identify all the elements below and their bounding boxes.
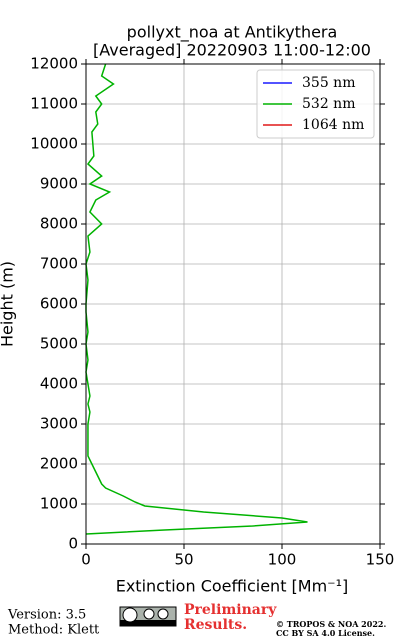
y-tick-label: 1000 [40, 495, 78, 513]
sa-icon [157, 608, 169, 620]
axes-frame [85, 63, 381, 545]
y-tick-label: 6000 [40, 295, 78, 313]
version: Version: 3.5 [7, 608, 86, 623]
y-tick-label: 5000 [40, 335, 78, 353]
chart-subtitle: [Averaged] 20220903 11:00-12:00 [93, 41, 371, 60]
method: Method: Klett [8, 623, 100, 638]
y-tick-label: 9000 [40, 175, 78, 193]
license: CC BY SA 4.0 License. [276, 628, 375, 638]
y-tick-label: 10000 [30, 135, 78, 153]
y-tick-label: 3000 [40, 415, 78, 433]
y-tick-label: 11000 [30, 95, 78, 113]
x-tick-label: 50 [174, 551, 193, 569]
by-icon [143, 608, 155, 620]
legend-label: 1064 nm [302, 117, 364, 133]
status: Results. [184, 617, 247, 633]
legend: 355 nm 532 nm 1064 nm [256, 69, 375, 139]
status: Preliminary [184, 602, 277, 618]
y-tick-label: 0 [68, 535, 78, 553]
chart-title: pollyxt_noa at Antikythera [127, 23, 338, 43]
y-axis-label: Height (m) [0, 261, 17, 347]
profile-line [85, 63, 308, 535]
x-tick-label: 150 [366, 551, 395, 569]
y-tick-label: 7000 [40, 255, 78, 273]
y-tick-label: 8000 [40, 215, 78, 233]
legend-label: 532 nm [302, 96, 355, 112]
legend-label: 355 nm [302, 75, 355, 91]
x-axis-label: Extinction Coefficient [Mm⁻¹] [116, 577, 349, 596]
copyright: © TROPOS & NOA 2022. [276, 619, 386, 629]
cc-icon [122, 607, 138, 623]
y-tick-label: 2000 [40, 455, 78, 473]
legend-box [256, 69, 375, 139]
y-tick-label: 12000 [30, 55, 78, 73]
cc-logo [119, 606, 177, 627]
x-tick-label: 0 [81, 551, 91, 569]
cc-badge-strip [120, 620, 176, 626]
y-tick-label: 4000 [40, 375, 78, 393]
x-tick-label: 100 [268, 551, 297, 569]
